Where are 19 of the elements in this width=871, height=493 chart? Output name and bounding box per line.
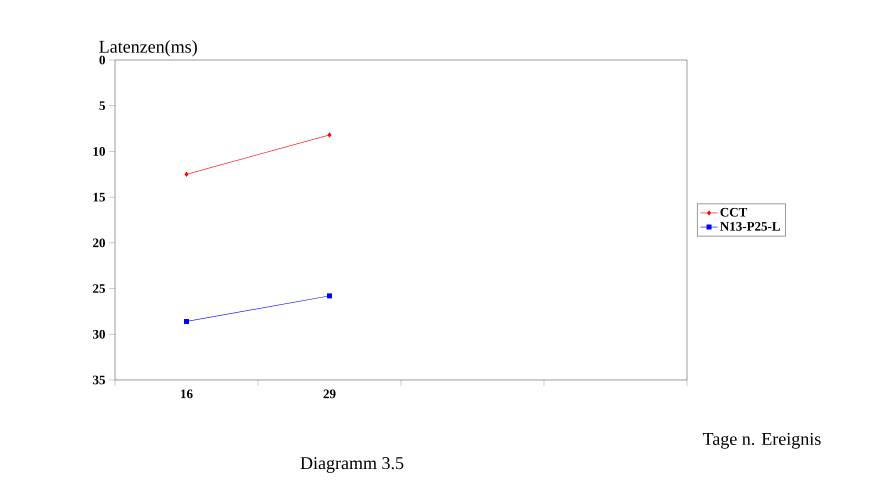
legend-label: N13-P25-L bbox=[720, 222, 780, 231]
y-tick-label: 35 bbox=[92, 376, 105, 384]
y-tick-label: 10 bbox=[94, 147, 105, 156]
y-tick-label: 25 bbox=[93, 284, 105, 293]
y-axis-title: Latenzen(ms) bbox=[99, 40, 197, 56]
text: Diagramm 3.5 bbox=[300, 457, 404, 473]
x-axis-title: Tage n. Ereignis bbox=[702, 432, 821, 449]
y-tick-label: 20 bbox=[93, 238, 105, 248]
x-tick-label: 29 bbox=[324, 390, 336, 398]
legend-label: CCT bbox=[720, 208, 748, 217]
y-tick-label: 5 bbox=[99, 101, 105, 110]
x-tick-label: 16 bbox=[181, 390, 193, 398]
y-tick-label: 15 bbox=[94, 192, 105, 202]
point bbox=[328, 132, 332, 138]
point bbox=[327, 293, 332, 298]
y-tick-label: 30 bbox=[92, 330, 105, 339]
point bbox=[184, 172, 188, 177]
y-tick-label: 0 bbox=[99, 56, 105, 64]
point bbox=[184, 318, 190, 324]
